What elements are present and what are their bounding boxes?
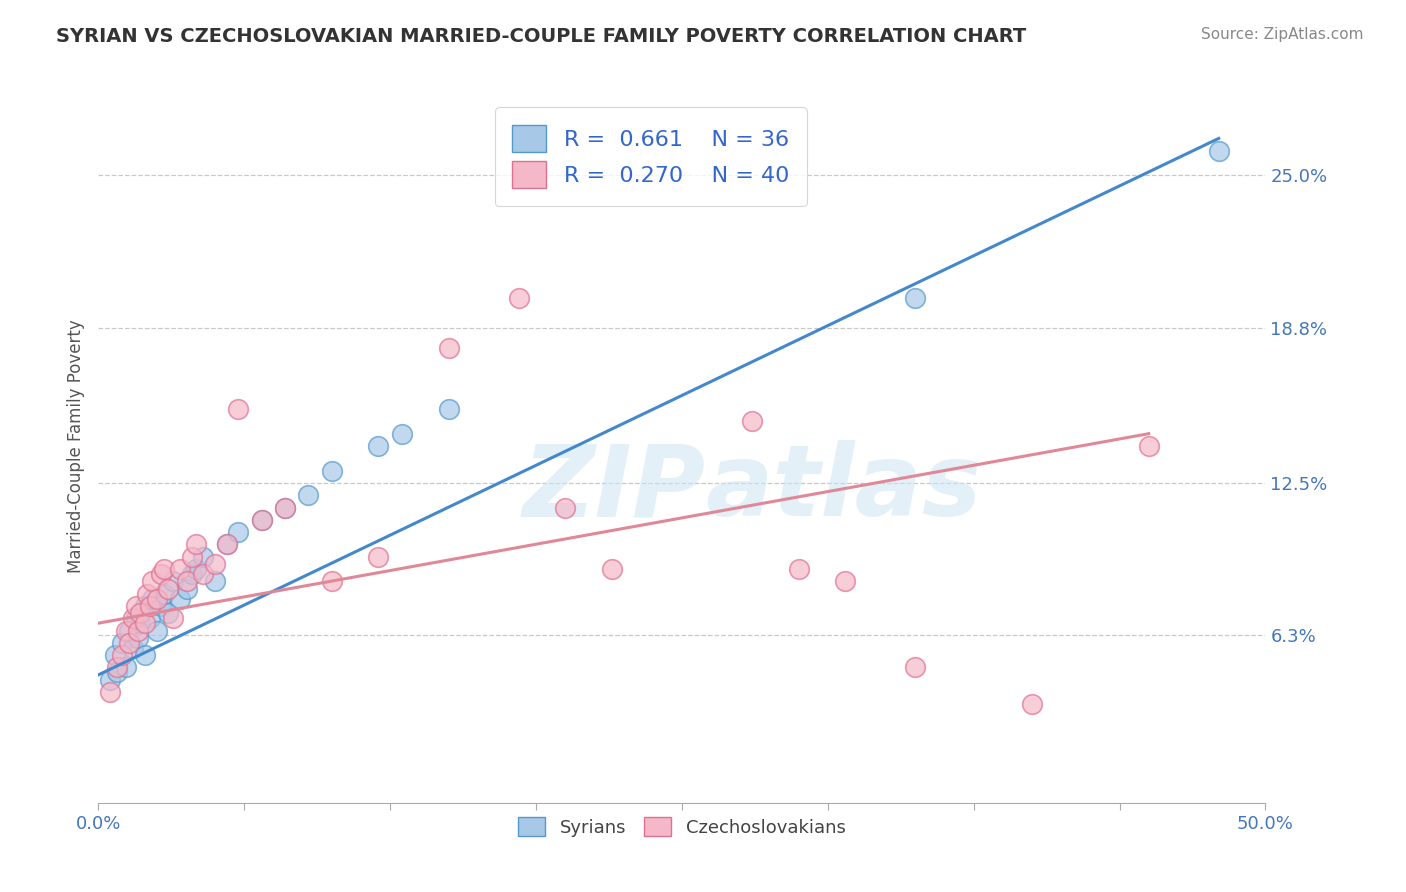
Point bbox=[127, 624, 149, 638]
Point bbox=[186, 537, 208, 551]
Point bbox=[274, 500, 297, 515]
Point bbox=[741, 414, 763, 428]
Point bbox=[904, 660, 927, 674]
Point bbox=[115, 660, 138, 674]
Point bbox=[129, 616, 152, 631]
Point bbox=[228, 525, 250, 540]
Point bbox=[115, 624, 138, 638]
Point bbox=[391, 426, 413, 441]
Point bbox=[141, 591, 163, 606]
Point bbox=[98, 673, 121, 687]
Point bbox=[98, 685, 121, 699]
Point bbox=[152, 562, 174, 576]
Point bbox=[215, 537, 238, 551]
Point bbox=[152, 587, 174, 601]
Point bbox=[321, 574, 343, 589]
Point bbox=[176, 574, 198, 589]
Point bbox=[600, 562, 623, 576]
Point bbox=[508, 291, 530, 305]
Point bbox=[367, 549, 389, 564]
Point bbox=[134, 648, 156, 662]
Point bbox=[134, 599, 156, 613]
Point bbox=[125, 611, 148, 625]
Point bbox=[150, 599, 173, 613]
Point bbox=[104, 648, 127, 662]
Point bbox=[157, 582, 180, 596]
Point bbox=[321, 464, 343, 478]
Legend: Syrians, Czechoslovakians: Syrians, Czechoslovakians bbox=[510, 810, 853, 844]
Point bbox=[122, 611, 145, 625]
Point bbox=[118, 636, 141, 650]
Point bbox=[111, 636, 134, 650]
Point bbox=[122, 640, 145, 655]
Point bbox=[274, 500, 297, 515]
Point bbox=[297, 488, 319, 502]
Point bbox=[437, 341, 460, 355]
Point bbox=[193, 566, 215, 581]
Point bbox=[180, 549, 202, 564]
Point bbox=[129, 607, 152, 621]
Y-axis label: Married-Couple Family Poverty: Married-Couple Family Poverty bbox=[66, 319, 84, 573]
Point bbox=[169, 562, 191, 576]
Text: Source: ZipAtlas.com: Source: ZipAtlas.com bbox=[1201, 27, 1364, 42]
Point bbox=[105, 660, 128, 674]
Point bbox=[904, 291, 927, 305]
Point bbox=[146, 624, 169, 638]
Point bbox=[1021, 698, 1043, 712]
Point bbox=[162, 574, 184, 589]
Point bbox=[193, 549, 215, 564]
Text: SYRIAN VS CZECHOSLOVAKIAN MARRIED-COUPLE FAMILY POVERTY CORRELATION CHART: SYRIAN VS CZECHOSLOVAKIAN MARRIED-COUPLE… bbox=[56, 27, 1026, 45]
Point bbox=[150, 566, 173, 581]
Point bbox=[125, 599, 148, 613]
Point bbox=[169, 591, 191, 606]
Point bbox=[157, 607, 180, 621]
Point bbox=[127, 631, 149, 645]
Point bbox=[250, 513, 273, 527]
Point bbox=[787, 562, 810, 576]
Point bbox=[186, 562, 208, 576]
Point bbox=[250, 513, 273, 527]
Point bbox=[141, 574, 163, 589]
Point bbox=[1137, 439, 1160, 453]
Point bbox=[136, 587, 159, 601]
Point bbox=[834, 574, 856, 589]
Text: ZIP: ZIP bbox=[522, 441, 706, 537]
Point bbox=[228, 402, 250, 417]
Point bbox=[139, 611, 162, 625]
Point bbox=[204, 574, 226, 589]
Point bbox=[118, 624, 141, 638]
Point bbox=[437, 402, 460, 417]
Point bbox=[146, 591, 169, 606]
Point bbox=[215, 537, 238, 551]
Point bbox=[176, 582, 198, 596]
Point bbox=[204, 557, 226, 571]
Text: atlas: atlas bbox=[706, 441, 981, 537]
Point bbox=[162, 611, 184, 625]
Point bbox=[139, 599, 162, 613]
Point bbox=[554, 500, 576, 515]
Point bbox=[105, 665, 128, 680]
Point bbox=[1208, 144, 1230, 158]
Point bbox=[180, 566, 202, 581]
Point bbox=[111, 648, 134, 662]
Point bbox=[134, 616, 156, 631]
Point bbox=[367, 439, 389, 453]
